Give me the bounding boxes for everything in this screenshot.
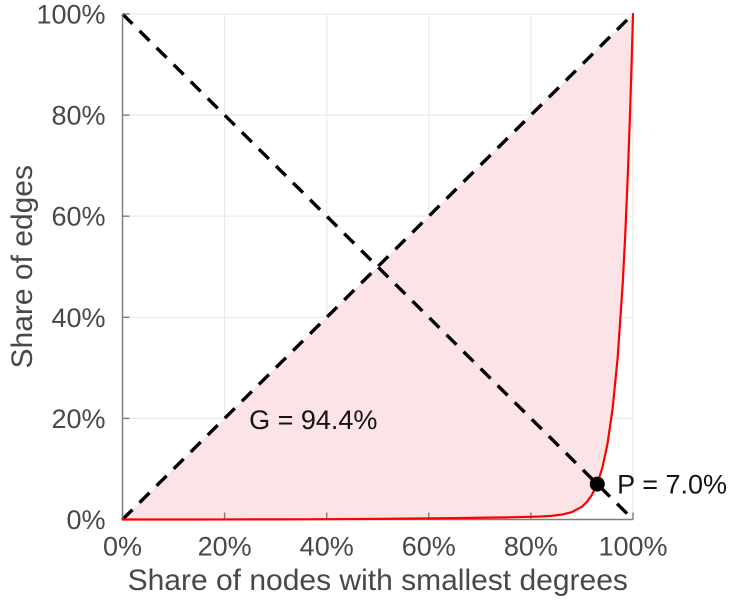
x-tick-label: 0%: [103, 532, 142, 562]
x-tick-label: 40%: [300, 532, 354, 562]
y-tick-label: 20%: [51, 404, 105, 434]
y-tick-label: 0%: [66, 505, 105, 535]
x-axis-label: Share of nodes with smallest degrees: [128, 564, 628, 597]
y-tick-label: 60%: [51, 202, 105, 232]
x-tick-label: 60%: [402, 532, 456, 562]
y-tick-label: 100%: [36, 0, 105, 30]
pareto-annotation: P = 7.0%: [617, 470, 727, 500]
gini-annotation: G = 94.4%: [249, 405, 377, 435]
x-tick-label: 80%: [504, 532, 558, 562]
intersection-point-marker: [589, 476, 605, 492]
x-tick-label: 100%: [598, 532, 667, 562]
x-tick-label: 20%: [198, 532, 252, 562]
lorenz-curve: [121, 12, 635, 521]
y-axis-label: Share of edges: [6, 165, 39, 368]
y-tick-label: 40%: [51, 303, 105, 333]
y-tick-label: 80%: [51, 101, 105, 131]
